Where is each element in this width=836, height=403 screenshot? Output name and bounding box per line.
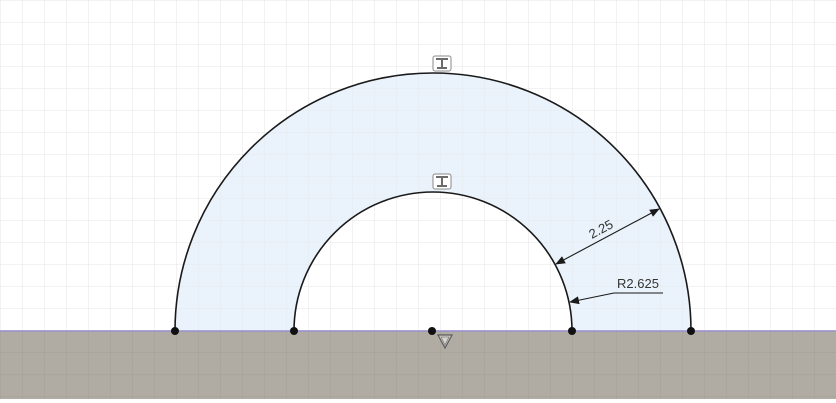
ground-grid	[0, 331, 836, 399]
thickness-dimension-line[interactable]	[555, 208, 660, 265]
radius-dimension-line[interactable]	[569, 292, 615, 305]
center-point[interactable]	[428, 327, 436, 335]
tangent-constraint-icon[interactable]	[432, 55, 452, 72]
outer-arc[interactable]	[174, 72, 692, 332]
inner-arc-left-point[interactable]	[290, 327, 298, 335]
tangent-constraint-icon[interactable]	[432, 173, 452, 190]
inner-arc[interactable]	[293, 191, 573, 332]
radius-dimension-label[interactable]: R2.625	[617, 276, 659, 291]
inner-arc-right-point[interactable]	[568, 327, 576, 335]
bottom-strip	[0, 399, 836, 403]
outer-arc-right-point[interactable]	[687, 327, 695, 335]
fix-constraint-icon[interactable]	[436, 334, 454, 350]
outer-arc-left-point[interactable]	[171, 327, 179, 335]
